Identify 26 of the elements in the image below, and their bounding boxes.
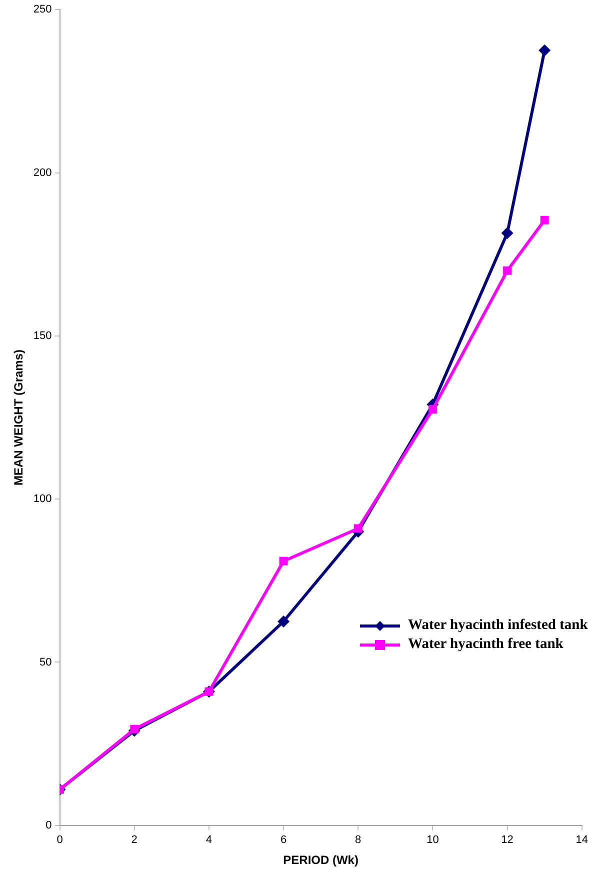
y-tick-label: 250 bbox=[33, 4, 52, 16]
y-axis-title: MEAN WEIGHT (Grams) bbox=[12, 349, 26, 486]
point bbox=[538, 44, 551, 56]
x-tick-label: 12 bbox=[501, 834, 514, 846]
y-tick-label: 100 bbox=[33, 493, 52, 506]
x-tick-label: 10 bbox=[426, 834, 439, 846]
x-tick-label: 2 bbox=[131, 834, 138, 846]
y-tick-label: 200 bbox=[33, 166, 52, 179]
point bbox=[278, 615, 290, 628]
x-tick-label: 6 bbox=[280, 834, 287, 846]
point bbox=[540, 216, 549, 224]
legend-label: Water hyacinth infested tank bbox=[408, 617, 588, 634]
x-tick-label: 8 bbox=[355, 834, 362, 846]
point bbox=[501, 227, 514, 240]
legend-label: Water hyacinth free tank bbox=[408, 636, 564, 653]
y-tick-label: 150 bbox=[33, 330, 52, 342]
point bbox=[503, 266, 512, 275]
y-tick-label: 50 bbox=[40, 656, 52, 668]
x-axis-title: PERIOD (Wk) bbox=[283, 853, 358, 868]
x-tick-label: 0 bbox=[56, 834, 63, 846]
point bbox=[428, 405, 437, 414]
y-tick-label: 0 bbox=[46, 819, 52, 832]
point bbox=[354, 524, 362, 533]
x-tick-label: 4 bbox=[206, 834, 212, 846]
point bbox=[279, 556, 288, 566]
x-tick-label: 14 bbox=[576, 834, 588, 846]
